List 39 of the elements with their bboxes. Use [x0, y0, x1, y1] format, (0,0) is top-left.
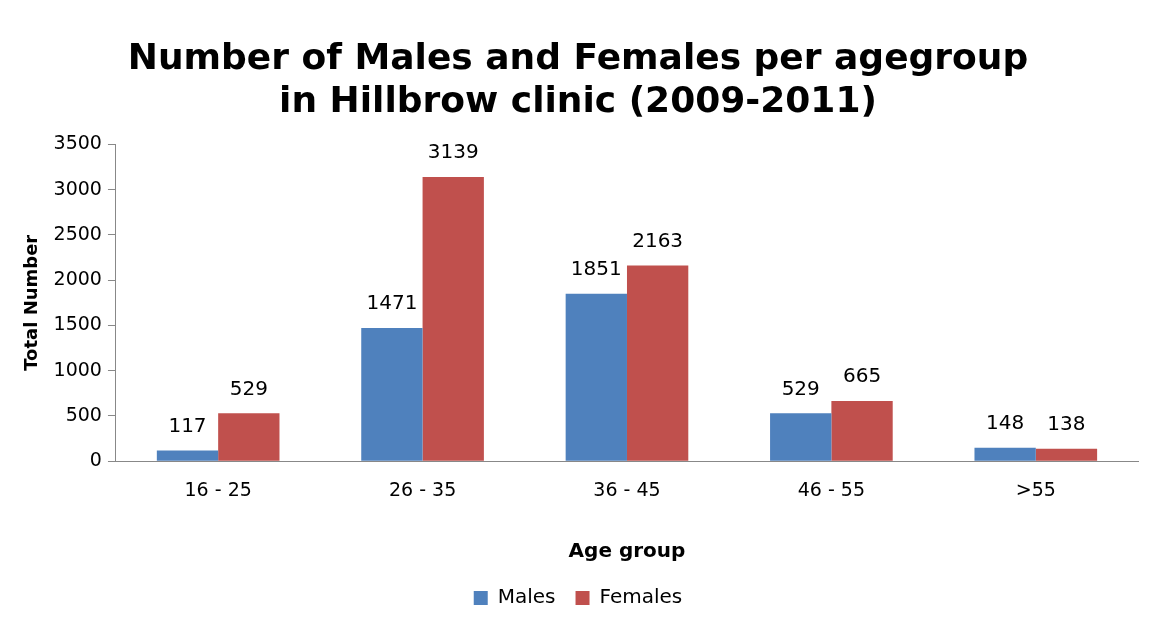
bar — [218, 413, 280, 461]
bar — [565, 293, 627, 461]
bar — [831, 401, 893, 461]
bar — [156, 450, 219, 461]
data-label: 117 — [168, 412, 207, 437]
y-tick-label: 3000 — [53, 176, 102, 199]
x-tick-label: 46 - 55 — [797, 477, 866, 500]
y-tick-label: 0 — [89, 448, 102, 471]
bar — [422, 177, 484, 461]
y-tick-label: 2000 — [53, 267, 102, 290]
data-label: 138 — [1047, 410, 1086, 435]
text: in Hillbrow clinic (2009-2011) — [279, 79, 877, 121]
legend-label: Females — [599, 584, 683, 609]
data-label: 1471 — [366, 290, 418, 315]
x-tick-label: >55 — [1015, 477, 1056, 500]
y-axis-title: Total Number — [20, 234, 42, 371]
y-tick-label: 3500 — [53, 131, 102, 154]
bar — [626, 265, 689, 461]
data-label: 3139 — [427, 139, 479, 164]
legend-label: Males — [497, 584, 556, 609]
data-label: 665 — [842, 363, 882, 388]
x-tick-label: 36 - 45 — [593, 477, 661, 500]
bar — [1035, 448, 1098, 461]
bar — [770, 413, 832, 461]
y-tick-label: 1000 — [53, 357, 102, 380]
data-label: 2163 — [632, 227, 684, 252]
data-label: 529 — [229, 375, 268, 400]
y-tick-label: 500 — [65, 402, 102, 425]
x-tick-label: 16 - 25 — [184, 477, 252, 500]
y-tick-label: 1500 — [53, 312, 102, 335]
text: Number of Males and Females per agegroup — [127, 35, 1029, 77]
data-label: 1851 — [570, 255, 622, 280]
data-label: 529 — [781, 375, 820, 400]
bar — [974, 447, 1036, 461]
x-axis-title: Age group — [568, 538, 686, 563]
y-tick-label: 2500 — [53, 221, 102, 244]
data-label: 148 — [986, 410, 1025, 435]
x-tick-label: 26 - 35 — [388, 477, 457, 500]
bar — [361, 328, 423, 461]
